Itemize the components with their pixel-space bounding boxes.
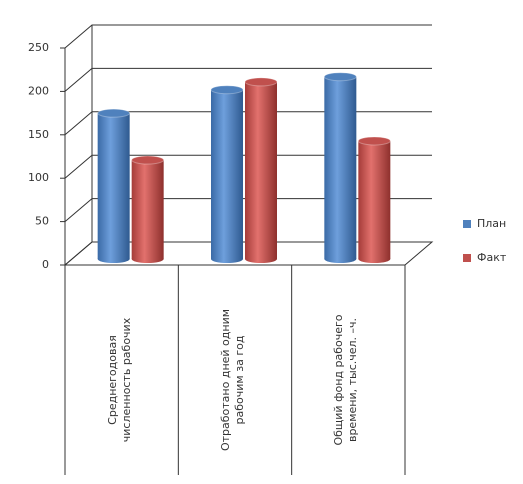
bar [131, 155, 165, 263]
bar-bottom [324, 255, 357, 263]
x-tick-label: Среднегодовая численность рабочих [105, 317, 133, 443]
bar-body [97, 113, 130, 260]
bar [210, 85, 244, 263]
bar-bottom [97, 255, 130, 263]
bar-body [324, 76, 357, 259]
bar-bottom [358, 255, 391, 263]
bar-top [244, 77, 278, 87]
bar-body [211, 89, 243, 260]
bar-bottom [131, 255, 164, 263]
grid-line [64, 67, 432, 92]
y-tick-label: 250 [28, 41, 49, 54]
y-tick-label: 0 [42, 258, 49, 271]
bar-bottom [211, 255, 243, 263]
bar [244, 77, 278, 263]
bar-top [357, 136, 391, 146]
bar-bottom [245, 255, 277, 263]
bar-body [358, 140, 391, 259]
grid-line [64, 241, 432, 266]
y-tick-label: 50 [35, 215, 49, 228]
bar-body [245, 81, 277, 259]
bar-top [131, 155, 165, 165]
bar-body [131, 160, 164, 259]
bar-top [97, 108, 131, 118]
grid-line [64, 24, 432, 49]
grid-line [64, 198, 432, 222]
bar-top [323, 72, 357, 82]
bar [323, 72, 357, 263]
y-tick-label: 150 [28, 128, 49, 141]
bar [357, 136, 391, 263]
legend-swatch [463, 220, 471, 228]
grid-line [64, 111, 432, 136]
legend-label: Факт [477, 251, 507, 264]
legend-swatch [463, 254, 471, 262]
x-tick-label: Общий фонд рабочего времени, тыс.чел. –ч… [332, 314, 360, 446]
y-tick-label: 100 [28, 171, 49, 184]
legend-label: План [477, 217, 506, 230]
x-tick-label: Отработано дней одним рабочим за год [219, 308, 246, 452]
grid-line [64, 154, 432, 179]
y-tick-label: 200 [28, 84, 49, 97]
bar [97, 108, 131, 263]
bar-top [210, 85, 244, 95]
